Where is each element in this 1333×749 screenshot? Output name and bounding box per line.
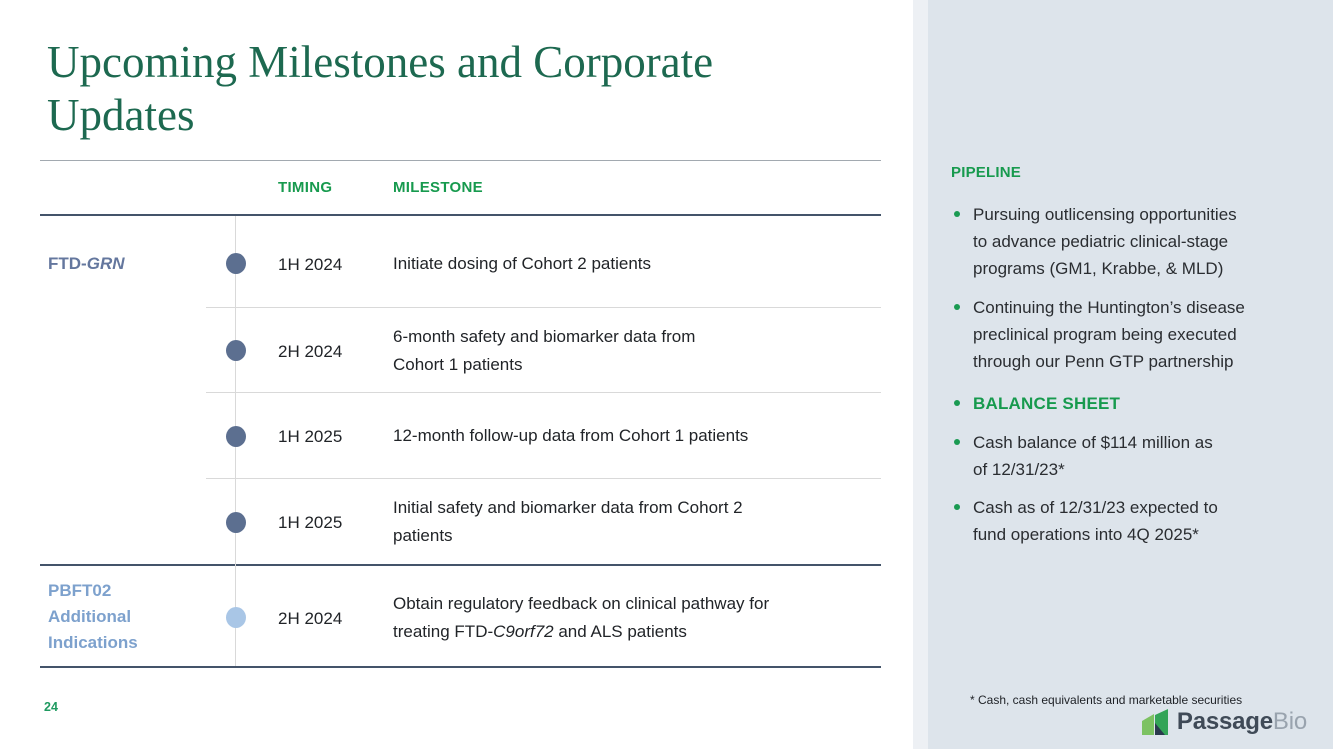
timeline-dot xyxy=(226,253,246,274)
column-header-timing: TIMING xyxy=(278,179,333,196)
column-header-milestone: MILESTONE xyxy=(393,179,483,196)
milestone-cell: 6-month safety and biomarker data from C… xyxy=(393,327,696,374)
milestone-cell: Obtain regulatory feedback on clinical p… xyxy=(393,594,770,641)
cash-footnote: * Cash, cash equivalents and marketable … xyxy=(970,693,1243,707)
program-label-ftd-grn: FTD-GRN xyxy=(48,254,125,273)
row-separator xyxy=(206,392,881,393)
bullet-cash-balance: Cash balance of $114 million as of 12/31… xyxy=(951,429,1313,483)
page-title: Upcoming Milestones and Corporate Update… xyxy=(47,37,714,140)
timing-cell: 1H 2025 xyxy=(278,513,343,532)
passagebio-logo-icon xyxy=(1141,709,1168,735)
row-separator xyxy=(206,307,881,308)
passagebio-logo: PassageBio xyxy=(1141,708,1307,736)
logo-wordmark: PassageBio xyxy=(1176,708,1307,735)
pipeline-heading: PIPELINE xyxy=(951,164,1021,181)
timing-cell: 2H 2024 xyxy=(278,609,343,628)
table-rule-top xyxy=(40,214,881,216)
bullet-huntingtons: Continuing the Huntington’s disease prec… xyxy=(951,294,1313,375)
timing-cell: 2H 2024 xyxy=(278,342,343,361)
timeline-dot xyxy=(226,340,246,361)
timeline-dot-light xyxy=(226,607,246,628)
timing-cell: 1H 2025 xyxy=(278,427,343,446)
balance-sheet-heading: BALANCE SHEET xyxy=(951,390,1313,417)
milestone-cell: Initial safety and biomarker data from C… xyxy=(393,498,743,545)
milestone-cell: Initiate dosing of Cohort 2 patients xyxy=(393,254,651,273)
table-rule-section xyxy=(40,564,881,566)
program-label-pbft02: PBFT02 Additional Indications xyxy=(48,581,138,652)
table-rule-bottom xyxy=(40,666,881,668)
page-number: 24 xyxy=(44,700,58,714)
timeline-dot xyxy=(226,512,246,533)
title-divider xyxy=(40,160,881,161)
timing-cell: 1H 2024 xyxy=(278,255,343,274)
bullet-cash-runway: Cash as of 12/31/23 expected to fund ope… xyxy=(951,494,1313,548)
bullet-outlicensing: Pursuing outlicensing opportunities to a… xyxy=(951,201,1313,282)
sidebar-panel: PIPELINE Pursuing outlicensing opportuni… xyxy=(913,0,1333,749)
milestone-cell: 12-month follow-up data from Cohort 1 pa… xyxy=(393,426,749,445)
row-separator xyxy=(206,478,881,479)
timeline-dot xyxy=(226,426,246,447)
